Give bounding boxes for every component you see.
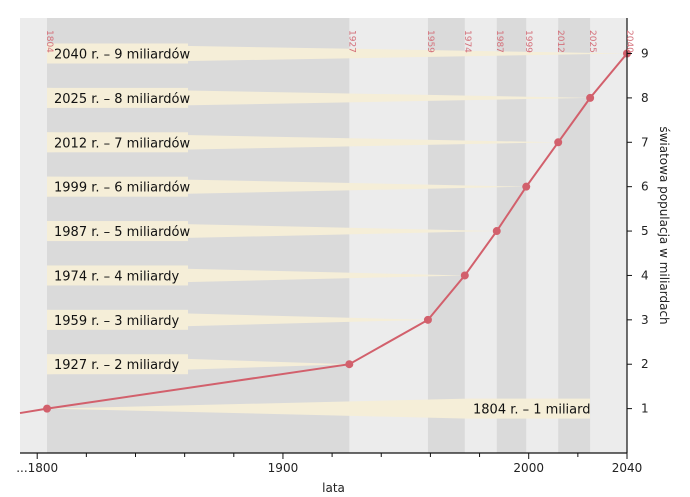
callout-label-box [468, 398, 590, 419]
milestone-year-label: 2025 [587, 30, 597, 53]
x-tick-label: 1900 [268, 461, 299, 475]
year-band-1959-1974 [427, 18, 465, 453]
x-tick-label: 2040 [612, 461, 643, 475]
data-point [554, 138, 563, 147]
callout-label: 1987 r. – 5 miliardów [54, 225, 190, 240]
data-point [345, 360, 354, 369]
callout-label-box [47, 176, 188, 197]
callout-label-box [47, 87, 188, 108]
milestone-year-label: 1987 [494, 30, 504, 53]
milestone-year-label: 2012 [555, 30, 565, 53]
callout-wedge [47, 43, 627, 64]
callout-label: 1999 r. – 6 miliardów [54, 181, 190, 196]
callout-label-box [47, 265, 188, 286]
x-tick-label: ...1800 [16, 461, 58, 475]
callout-label-box [47, 309, 188, 330]
milestone-year-label: 1974 [462, 30, 472, 53]
y-tick-label: 9 [641, 47, 649, 61]
y-tick-label: 8 [641, 91, 649, 105]
data-point [460, 271, 469, 280]
callout-label: 2040 r. – 9 miliardów [54, 48, 190, 63]
population-line [19, 52, 628, 415]
callouts-layer [47, 43, 627, 419]
data-point [522, 182, 531, 191]
y-tick-label: 3 [641, 313, 649, 327]
callout-label: 1804 r. – 1 miliard [473, 403, 591, 418]
callout-label: 1959 r. – 3 miliardy [54, 314, 180, 329]
callout-label: 1927 r. – 2 miliardy [54, 358, 180, 373]
callout-label-box [47, 43, 188, 64]
axes-layer [20, 18, 632, 459]
series-line-layer [19, 49, 631, 415]
y-tick-label: 5 [641, 224, 649, 238]
y-tick-label: 4 [641, 268, 649, 282]
data-point [586, 93, 595, 102]
data-point [492, 227, 501, 236]
y-tick-label: 2 [641, 357, 649, 371]
y-tick-label: 1 [641, 402, 649, 416]
year-band-2012-2025 [558, 18, 591, 453]
milestone-year-label: 1959 [425, 30, 435, 53]
y-tick-label: 7 [641, 135, 649, 149]
callout-label-box [47, 132, 188, 153]
callout-label: 1974 r. – 4 miliardy [54, 269, 180, 284]
text-layer: 1804 r. – 1 miliard 1804 1927 r. – 2 milia… [16, 30, 671, 495]
callout-label-box [47, 221, 188, 242]
callout-wedge [47, 398, 469, 419]
data-point [43, 404, 52, 413]
milestone-year-label: 1804 [44, 30, 54, 53]
callout-label: 2025 r. – 8 miliardów [54, 92, 190, 107]
y-tick-label: 6 [641, 180, 649, 194]
milestone-year-label: 1927 [346, 30, 356, 53]
milestone-year-label: 1999 [523, 30, 533, 53]
x-tick-label: 2000 [513, 461, 544, 475]
milestone-year-label: 2040 [624, 30, 634, 53]
callout-label: 2012 r. – 7 miliardów [54, 136, 190, 151]
year-band-1987-1999 [496, 18, 527, 453]
y-axis-title: światowa populacja w miliardach [657, 126, 671, 324]
callout-label-box [47, 354, 188, 375]
x-axis-title: lata [322, 481, 345, 495]
data-point [423, 315, 432, 324]
